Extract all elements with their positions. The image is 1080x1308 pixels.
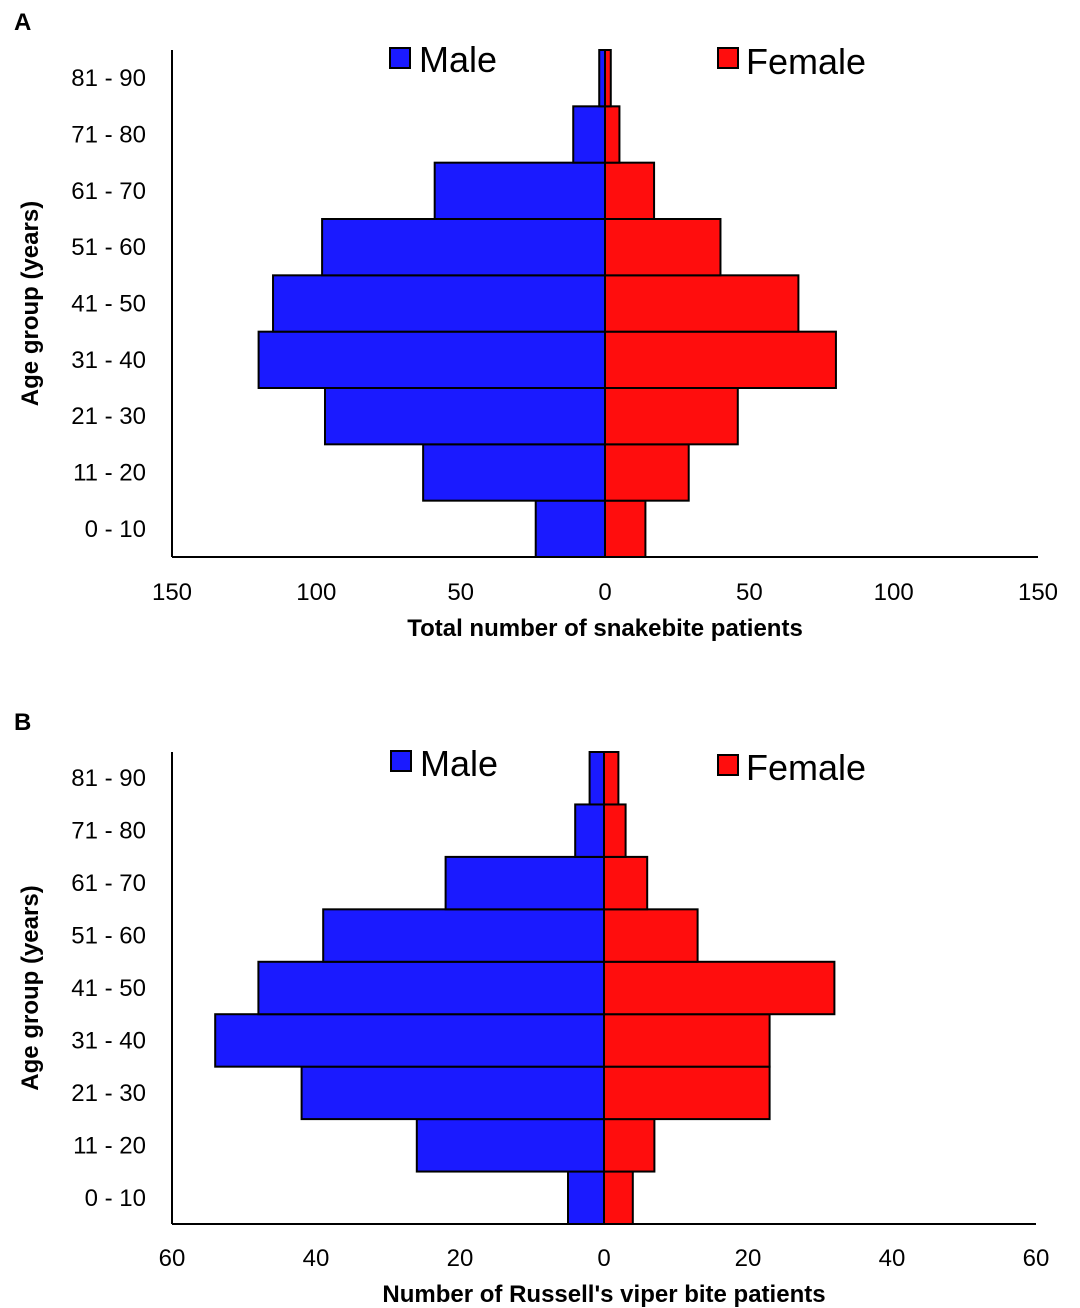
x-tick-label: 40 [879,1245,906,1272]
y-tick-label: 31 - 40 [71,347,146,374]
legend-label-male: Male [419,39,497,80]
legend: Male Female [390,743,866,788]
bar-female-21-30 [603,1065,771,1121]
bar-male-41-50 [272,274,606,333]
x-tick-label: 20 [735,1245,762,1272]
y-tick-label: 51 - 60 [71,234,146,261]
bar-female-0-10 [603,1170,634,1225]
y-tick-label: 21 - 30 [71,1080,146,1107]
y-tick-label: 0 - 10 [85,1185,146,1212]
panel-letter: A [14,9,31,36]
bar-female-31-40 [603,1013,771,1068]
bar-male-21-30 [323,387,606,446]
bar-female-61-70 [603,855,649,911]
bar-male-61-70 [433,161,607,221]
y-tick-label: 11 - 20 [73,460,146,487]
bar-male-31-40 [257,330,606,389]
x-axis-title: Total number of snakebite patients [407,615,803,642]
bar-male-11-20 [422,443,607,502]
y-axis-title: Age group (years) [17,885,44,1090]
bar-male-51-60 [322,908,605,963]
y-tick-label: 41 - 50 [71,291,146,318]
y-tick-label: 61 - 70 [71,870,146,897]
bar-female-11-20 [604,443,690,502]
y-tick-label: 61 - 70 [71,178,146,205]
bar-male-71-80 [574,803,606,858]
x-tick-label: 150 [1018,579,1058,606]
bar-female-81-90 [604,49,612,108]
bar-female-0-10 [604,499,647,558]
bar-female-11-20 [603,1118,656,1173]
legend-label-female: Female [746,41,866,82]
bar-female-41-50 [603,960,836,1016]
y-tick-label: 81 - 90 [71,65,146,92]
y-tick-label: 21 - 30 [71,403,146,430]
bar-male-0-10 [534,499,606,558]
y-tick-label: 0 - 10 [85,516,146,543]
legend-swatch-female [717,47,739,69]
bar-female-41-50 [604,274,800,333]
bar-female-51-60 [603,908,699,963]
bar-male-71-80 [572,105,606,164]
legend-swatch-female [717,754,739,776]
x-tick-label: 20 [447,1245,474,1272]
chart-panel-a: 0 - 10 11 - 20 21 - 30 31 - 40 41 - 50 51 - 6… [14,9,1058,642]
legend-swatch-male [390,750,412,772]
bar-female-71-80 [603,803,627,858]
x-tick-label: 40 [303,1245,330,1272]
y-tick-label: 71 - 80 [71,122,146,149]
x-axis-title: Number of Russell's viper bite patients [382,1281,825,1308]
y-tick-label: 51 - 60 [71,923,146,950]
bar-female-31-40 [604,330,837,389]
panel-letter: B [14,709,31,736]
x-tick-label: 100 [874,579,914,606]
x-tick-label: 60 [1023,1245,1050,1272]
y-tick-label: 31 - 40 [71,1027,146,1054]
bar-male-41-50 [257,960,605,1016]
x-tick-label: 150 [152,579,192,606]
x-tick-label: 0 [597,1245,610,1272]
legend-swatch-male [389,47,411,69]
x-tick-label: 100 [296,579,336,606]
chart-panel-b: 0 - 10 11 - 20 21 - 30 31 - 40 41 - 50 51 - 6… [14,709,1049,1308]
y-tick-label: 11 - 20 [73,1132,146,1159]
bar-female-71-80 [604,105,621,164]
bar-male-21-30 [300,1065,605,1121]
x-tick-label: 50 [447,579,474,606]
y-tick-label: 41 - 50 [71,975,146,1002]
x-tick-label: 50 [736,579,763,606]
bar-male-31-40 [214,1013,605,1068]
bar-male-61-70 [444,855,605,911]
legend-label-male: Male [420,743,498,784]
bar-male-81-90 [588,751,605,806]
bar-female-21-30 [604,387,739,446]
bar-male-11-20 [415,1118,605,1173]
bar-female-61-70 [604,161,656,221]
x-tick-label: 60 [159,1245,186,1272]
y-tick-label: 81 - 90 [71,765,146,792]
bar-female-81-90 [603,751,620,806]
y-axis-title: Age group (years) [17,201,44,406]
bar-female-51-60 [604,218,722,277]
legend: Male Female [389,39,866,82]
x-tick-label: 0 [598,579,611,606]
bar-male-0-10 [567,1170,605,1225]
y-tick-label: 71 - 80 [71,818,146,845]
legend-label-female: Female [746,747,866,788]
bar-male-51-60 [321,218,606,277]
